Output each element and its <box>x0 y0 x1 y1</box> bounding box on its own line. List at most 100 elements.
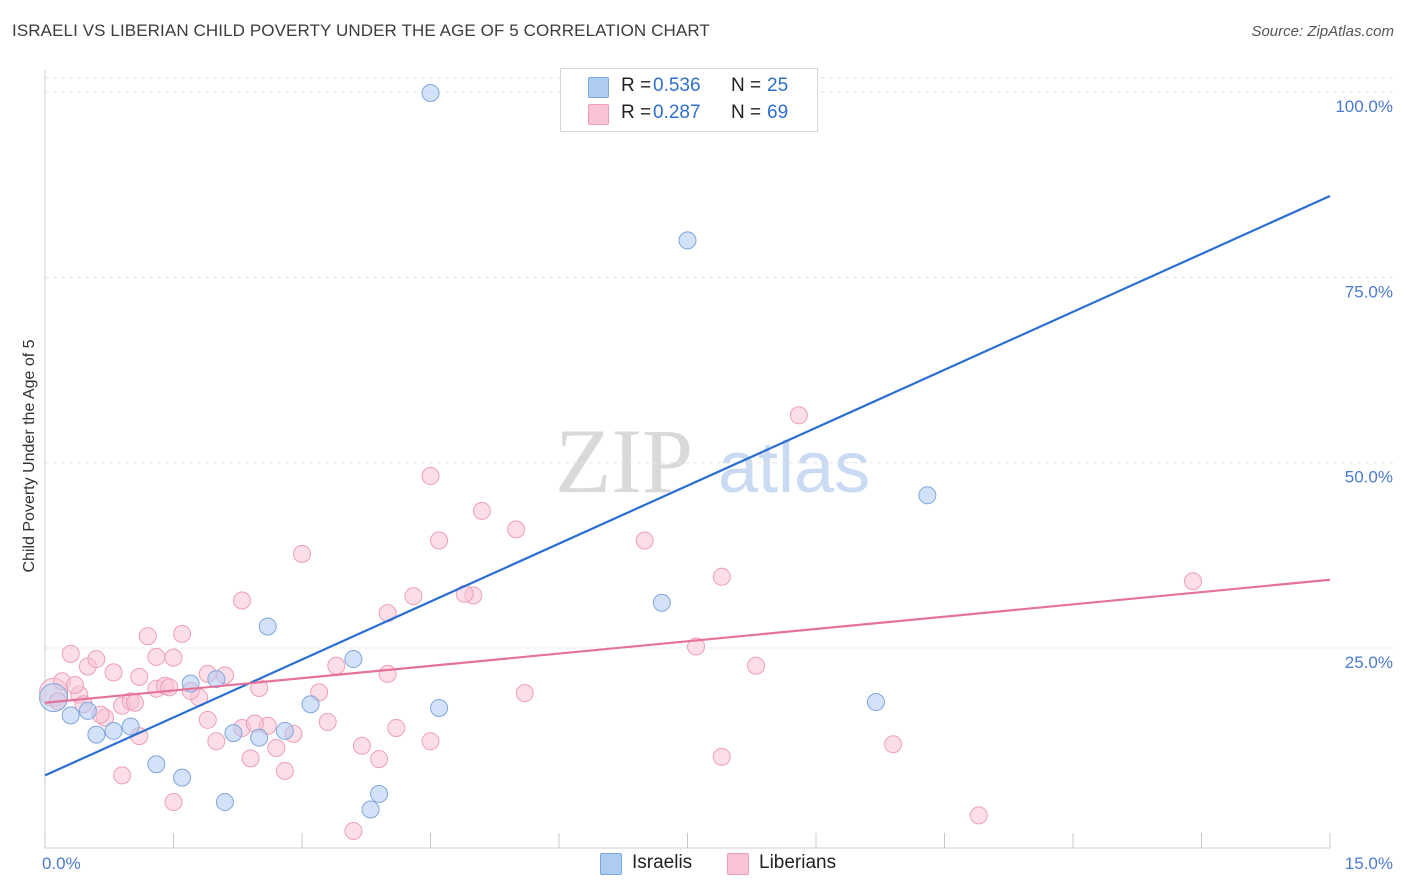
liberians-r-label: R = <box>621 102 652 123</box>
liberians-legend-swatch <box>727 853 749 875</box>
liberians-point-58 <box>65 675 84 694</box>
source-label: Source: ZipAtlas.com <box>1251 23 1394 40</box>
liberians-point-53 <box>789 406 808 425</box>
israelis-legend-label: Israelis <box>632 852 693 873</box>
tick-labels: 25.0% 50.0% 75.0% 100.0% 0.0% 15.0% <box>42 97 1393 873</box>
liberians-point-67 <box>160 678 179 697</box>
liberians-point-13 <box>138 627 157 646</box>
liberians-n-label: N = <box>731 102 762 123</box>
liberians-point-55 <box>969 806 988 825</box>
israelis-swatch <box>588 77 609 98</box>
liberians-point-2 <box>61 644 80 663</box>
liberians-point-48 <box>635 531 654 550</box>
israelis-n-label: N = <box>731 75 762 96</box>
israelis-trend-line <box>44 194 1331 777</box>
liberians-point-26 <box>241 749 260 768</box>
liberians-legend-label: Liberians <box>759 852 837 873</box>
israelis-n-value: 25 <box>767 75 789 96</box>
israelis-point-5 <box>147 755 166 774</box>
israelis-point-17 <box>421 83 440 102</box>
correlation-legend: R = 0.536 N = 25 R = 0.287 N = 69 <box>560 68 818 132</box>
liberians-point-14 <box>147 647 166 666</box>
liberians-point-46 <box>507 520 526 539</box>
liberians-point-47 <box>515 684 534 703</box>
israelis-point-2 <box>87 725 106 744</box>
israelis-r-value: 0.536 <box>653 75 701 96</box>
israelis-point-16 <box>370 784 389 803</box>
chart-title: ISRAELI VS LIBERIAN CHILD POVERTY UNDER … <box>12 21 710 40</box>
israelis-point-18 <box>430 698 449 717</box>
liberians-point-17 <box>164 648 183 667</box>
liberians-point-56 <box>1183 572 1202 591</box>
liberians-point-41 <box>421 467 440 486</box>
liberians-point-36 <box>370 750 389 769</box>
liberians-point-39 <box>387 718 406 737</box>
israelis-point-11 <box>258 617 277 636</box>
israelis-point-20 <box>678 231 697 250</box>
israelis-point-24 <box>224 724 243 743</box>
liberians-point-40 <box>404 587 423 606</box>
y-axis-title: Child Poverty Under the Age of 5 <box>21 339 38 572</box>
liberians-point-34 <box>344 821 363 840</box>
liberians-point-18 <box>164 793 183 812</box>
watermark-zip: ZIP <box>555 410 693 512</box>
israelis-r-label: R = <box>621 75 652 96</box>
israelis-point-1 <box>61 706 80 725</box>
israelis-point-15 <box>361 800 380 819</box>
liberians-swatch <box>588 104 609 125</box>
watermark-atlas: atlas <box>718 428 870 508</box>
israelis-point-12 <box>275 721 294 740</box>
liberians-point-51 <box>712 747 731 766</box>
liberians-point-9 <box>113 766 132 785</box>
liberians-point-35 <box>352 736 371 755</box>
liberians-point-60 <box>125 693 144 712</box>
y-tick-label-0: 25.0% <box>1345 653 1393 672</box>
israelis-point-8 <box>207 670 226 689</box>
israelis-point-22 <box>918 486 937 505</box>
liberians-point-5 <box>87 650 106 669</box>
x-tick-label-0: 0.0% <box>42 854 81 873</box>
liberians-point-54 <box>884 735 903 754</box>
israelis-point-21 <box>866 693 885 712</box>
liberians-point-31 <box>293 544 311 563</box>
israelis-point-23 <box>78 701 97 720</box>
israelis-point-10 <box>250 728 269 747</box>
israelis-legend-swatch <box>600 853 622 875</box>
liberians-point-7 <box>104 663 123 682</box>
trend-lines <box>44 194 1331 777</box>
axes <box>44 70 1331 849</box>
liberians-point-33 <box>327 656 346 675</box>
watermark: ZIP atlas <box>555 410 870 512</box>
gridlines <box>45 77 1395 649</box>
liberians-point-11 <box>130 667 149 686</box>
liberians-point-49 <box>687 637 706 656</box>
liberians-trend-line <box>44 578 1331 704</box>
israelis-point-4 <box>121 717 140 736</box>
israelis-point-13 <box>301 695 320 714</box>
israelis-point-19 <box>652 593 671 612</box>
liberians-points <box>39 406 1202 840</box>
liberians-point-64 <box>318 713 337 732</box>
liberians-point-29 <box>275 761 294 780</box>
israelis-point-0 <box>39 683 69 713</box>
liberians-r-value: 0.287 <box>653 102 701 123</box>
israelis-point-3 <box>104 721 123 740</box>
liberians-point-43 <box>430 531 449 550</box>
y-tick-label-3: 100.0% <box>1335 97 1393 116</box>
israelis-point-6 <box>173 768 192 787</box>
israelis-points <box>39 83 937 819</box>
y-tick-label-2: 75.0% <box>1345 282 1393 301</box>
x-tick-label-1: 15.0% <box>1345 854 1393 873</box>
liberians-point-42 <box>421 732 440 751</box>
y-tick-label-1: 50.0% <box>1345 468 1393 487</box>
liberians-point-21 <box>198 710 217 729</box>
israelis-point-14 <box>344 650 363 669</box>
liberians-point-50 <box>712 567 731 586</box>
liberians-point-38 <box>378 664 397 683</box>
liberians-point-25 <box>233 591 252 610</box>
israelis-point-9 <box>215 793 234 812</box>
liberians-point-63 <box>267 738 286 757</box>
liberians-point-23 <box>207 732 226 751</box>
liberians-point-52 <box>747 656 766 675</box>
